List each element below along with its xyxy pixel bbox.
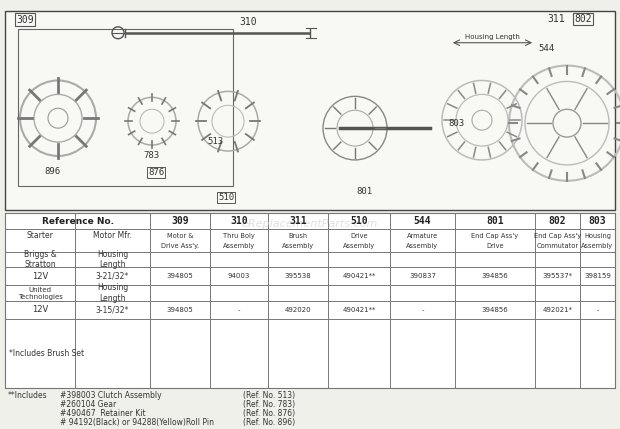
Text: Commutator: Commutator [536,243,578,249]
Text: 394856: 394856 [482,273,508,279]
Text: 310: 310 [230,216,248,226]
Text: #398003 Clutch Assembly: #398003 Clutch Assembly [60,391,162,400]
Text: Assembly: Assembly [407,243,438,249]
Text: Assembly: Assembly [343,243,375,249]
Text: 310: 310 [239,17,257,27]
Text: Assembly: Assembly [282,243,314,249]
Text: 3-15/32*: 3-15/32* [96,305,129,314]
Text: (Ref. No. 876): (Ref. No. 876) [243,409,295,418]
Text: Briggs &
Stratton: Briggs & Stratton [24,250,56,269]
Text: 3-21/32*: 3-21/32* [96,272,129,281]
Text: 803: 803 [588,216,606,226]
Text: 12V: 12V [32,272,48,281]
Text: 510: 510 [218,193,234,202]
Text: Housing: Housing [584,233,611,239]
Bar [5,213,615,388]
Text: Assembly: Assembly [582,243,614,249]
Text: Housing Length: Housing Length [464,34,520,40]
Text: #490467  Retainer Kit: #490467 Retainer Kit [60,409,146,418]
Text: 492021*: 492021* [542,307,572,313]
Text: End Cap Ass'y: End Cap Ass'y [534,233,581,239]
Text: 395538: 395538 [285,273,311,279]
Text: 490421**: 490421** [342,273,376,279]
Text: 311: 311 [289,216,307,226]
Bar [18,29,233,186]
Text: (Ref. No. 783): (Ref. No. 783) [243,400,295,409]
Text: 783: 783 [143,151,159,160]
Text: 94003: 94003 [228,273,250,279]
Text: 801: 801 [486,216,504,226]
Text: Starter: Starter [27,231,53,240]
Text: 896: 896 [44,167,60,176]
Text: 802: 802 [549,216,566,226]
Text: 12V: 12V [32,305,48,314]
Text: Assembly: Assembly [223,243,255,249]
Text: United
Technologies: United Technologies [17,287,63,299]
Text: End Cap Ass'y: End Cap Ass'y [471,233,518,239]
Text: 309: 309 [171,216,189,226]
Text: *Includes Brush Set: *Includes Brush Set [9,349,84,358]
Text: 394805: 394805 [167,273,193,279]
Text: 394856: 394856 [482,307,508,313]
Bar [5,11,615,210]
Text: 544: 544 [538,44,554,53]
Text: 876: 876 [148,168,164,177]
Text: 803: 803 [448,119,464,128]
Text: Motor &: Motor & [167,233,193,239]
Text: Housing
Length: Housing Length [97,283,128,303]
Text: 390837: 390837 [409,273,436,279]
Text: 802: 802 [574,14,591,24]
Text: -: - [421,307,423,313]
Text: Drive: Drive [350,233,368,239]
Text: 398159: 398159 [584,273,611,279]
Text: Brush: Brush [288,233,308,239]
Text: 490421**: 490421** [342,307,376,313]
Text: 395537*: 395537* [542,273,572,279]
Text: -: - [596,307,599,313]
Text: eReplacementParts.com: eReplacementParts.com [242,220,378,230]
Text: Motor Mfr.: Motor Mfr. [93,231,132,240]
Text: Reference No.: Reference No. [42,217,113,226]
Text: Drive: Drive [486,243,504,249]
Text: 513: 513 [207,137,223,146]
Text: Drive Ass'y.: Drive Ass'y. [161,243,199,249]
Text: 801: 801 [356,187,372,196]
Text: # 94192(Black) or 94288(Yellow)Roll Pin: # 94192(Black) or 94288(Yellow)Roll Pin [60,418,214,427]
Text: Housing
Length: Housing Length [97,250,128,269]
Text: -: - [237,307,241,313]
Text: #260104 Gear: #260104 Gear [60,400,117,409]
Text: 311: 311 [547,14,565,24]
Text: 544: 544 [414,216,432,226]
Text: (Ref. No. 896): (Ref. No. 896) [243,418,295,427]
Text: **Includes: **Includes [8,391,48,400]
Text: Thru Boly: Thru Boly [223,233,255,239]
Text: 394805: 394805 [167,307,193,313]
Text: (Ref. No. 513): (Ref. No. 513) [243,391,295,400]
Text: 309: 309 [16,15,33,25]
Text: Armature: Armature [407,233,438,239]
Text: 510: 510 [350,216,368,226]
Text: 492020: 492020 [285,307,311,313]
